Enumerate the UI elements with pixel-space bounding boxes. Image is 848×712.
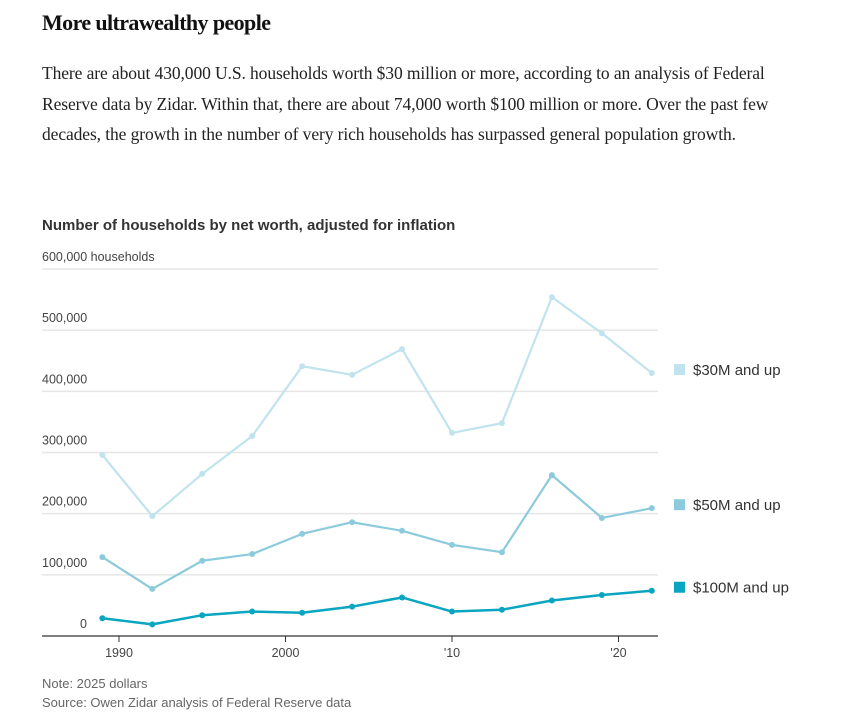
series-line — [101, 296, 653, 518]
x-tick-label: 1990 — [105, 646, 133, 660]
data-point — [449, 429, 455, 436]
data-point — [349, 603, 356, 610]
series-2 — [99, 587, 655, 628]
data-point — [498, 606, 505, 613]
legend-swatch — [674, 363, 685, 375]
data-point — [648, 587, 655, 594]
data-point — [149, 585, 156, 592]
data-point — [99, 615, 106, 622]
series-line — [102, 589, 652, 626]
data-point — [399, 594, 406, 601]
gridlines — [42, 268, 658, 576]
x-axis: 1990 2000 '10 '20 — [42, 635, 658, 660]
y-tick-label: 200,000 — [42, 495, 87, 509]
data-point — [598, 330, 605, 337]
series-1 — [99, 472, 655, 592]
legend-label: $100M and up — [693, 580, 789, 597]
data-point — [249, 608, 256, 615]
data-point — [449, 608, 455, 615]
y-tick-label: 600,000 households — [42, 250, 155, 264]
legend-label: $50M and up — [693, 497, 781, 514]
chart-note: Note: 2025 dollars — [42, 676, 148, 691]
data-point — [648, 369, 655, 376]
data-point — [598, 592, 605, 599]
chart-footer: Note: 2025 dollars Source: Owen Zidar an… — [42, 674, 351, 712]
data-point — [598, 514, 605, 521]
data-point — [349, 371, 356, 378]
legend-label: $30M and up — [693, 362, 781, 379]
data-point — [548, 294, 555, 301]
data-point — [548, 472, 555, 479]
legend-swatch — [674, 499, 685, 511]
data-point — [399, 346, 406, 353]
y-tick-label: 100,000 — [42, 556, 87, 570]
legend: $30M and up $50M and up $100M and up — [674, 362, 789, 597]
x-tick-label: 2000 — [272, 646, 300, 660]
data-point — [548, 597, 555, 604]
chart-source: Source: Owen Zidar analysis of Federal R… — [42, 695, 352, 710]
data-point — [399, 527, 406, 534]
data-point — [249, 432, 256, 439]
data-point — [299, 609, 306, 616]
x-tick-label: '10 — [444, 646, 460, 660]
y-tick-label: 300,000 — [42, 434, 87, 448]
data-point — [199, 557, 206, 564]
data-point — [99, 451, 106, 458]
series-0 — [99, 294, 655, 520]
data-point — [199, 612, 206, 619]
data-point — [99, 554, 106, 561]
y-tick-label: 400,000 — [42, 372, 87, 386]
legend-swatch — [674, 581, 685, 593]
data-point — [149, 513, 156, 520]
y-axis-labels: 0 100,000 200,000 300,000 400,000 500,000 600,… — [42, 250, 155, 631]
y-tick-label: 500,000 — [42, 311, 87, 325]
data-point — [249, 551, 256, 558]
dek-paragraph: There are about 430,000 U.S. households … — [42, 63, 769, 144]
data-point — [648, 505, 655, 512]
series-line — [101, 474, 653, 591]
y-tick-label: 0 — [80, 617, 87, 631]
headline: More ultrawealthy people — [42, 10, 271, 35]
data-point — [498, 420, 505, 427]
data-point — [149, 621, 156, 628]
data-point — [199, 470, 206, 477]
chart-title: Number of households by net worth, adjus… — [42, 217, 456, 234]
data-point — [299, 530, 306, 537]
series-lines — [99, 294, 655, 628]
x-tick-label: '20 — [610, 646, 626, 660]
data-point — [498, 549, 505, 556]
data-point — [299, 363, 306, 370]
data-point — [349, 519, 356, 526]
data-point — [449, 541, 455, 548]
